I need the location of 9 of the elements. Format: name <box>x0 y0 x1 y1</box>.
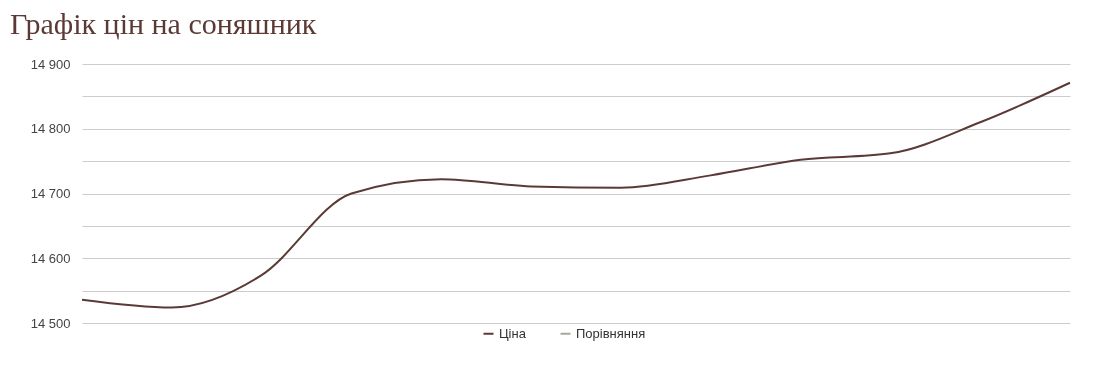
y-tick-label: 14 600 <box>30 250 71 266</box>
legend-label: Порівняння <box>576 325 646 341</box>
y-tick-label: 14 900 <box>30 56 71 72</box>
chart-title: Графік цін на соняшник <box>10 7 317 40</box>
y-tick-label: 14 500 <box>30 315 71 331</box>
y-tick-label: 14 700 <box>30 186 71 201</box>
legend-label: Ціна <box>499 325 527 341</box>
y-tick-label: 14 800 <box>30 121 71 137</box>
line-series <box>81 81 1071 309</box>
